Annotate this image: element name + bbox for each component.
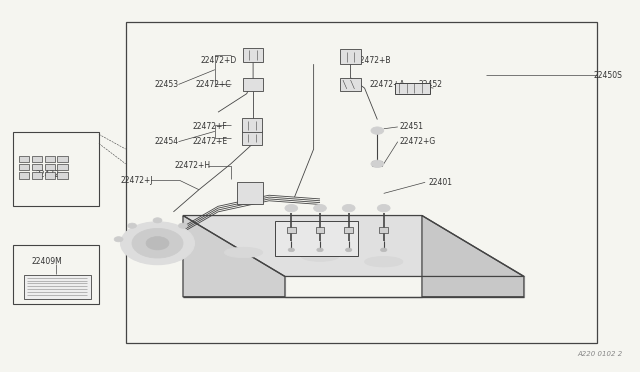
Text: 22454: 22454 [154,137,179,146]
Bar [242,118,262,132]
Bar [287,227,296,233]
Circle shape [314,205,326,212]
Bar [19,164,29,170]
Bar [243,48,263,62]
Bar [340,78,361,91]
Bar [237,182,262,205]
Bar [24,275,91,299]
Bar [32,156,42,162]
Text: 22453: 22453 [154,80,179,89]
Bar [32,172,42,179]
Ellipse shape [225,247,262,258]
Bar [32,164,42,170]
Text: 22472+B: 22472+B [355,56,390,65]
Bar [275,221,358,256]
Bar [380,227,388,233]
Ellipse shape [365,257,403,267]
Text: 22472+G: 22472+G [399,137,436,146]
Bar [13,132,99,206]
Text: 22472+H: 22472+H [174,161,211,170]
Bar [344,227,353,233]
Polygon shape [183,215,285,297]
Bar [58,164,68,170]
Text: 22401: 22401 [428,178,452,187]
Bar [58,172,68,179]
Text: 22450S: 22450S [594,71,623,80]
Text: 22472+C: 22472+C [195,80,231,89]
Polygon shape [422,215,524,297]
Ellipse shape [301,251,339,261]
Circle shape [114,237,123,242]
Circle shape [127,223,136,228]
Text: 22409M: 22409M [32,257,63,266]
Circle shape [371,127,384,134]
Text: 22472+J: 22472+J [120,176,153,185]
Circle shape [120,222,195,264]
Text: 22472: 22472 [35,170,60,179]
Bar [45,156,55,162]
Bar [13,245,99,304]
Circle shape [381,248,387,252]
Polygon shape [183,215,524,276]
Circle shape [285,205,298,212]
Bar [242,131,262,145]
Text: 22472+F: 22472+F [193,122,228,131]
Text: A220 0102 2: A220 0102 2 [577,350,623,357]
Text: 22472+E: 22472+E [193,137,228,146]
Text: 22452: 22452 [419,80,443,89]
Circle shape [132,228,183,258]
Bar [340,49,361,64]
Circle shape [153,218,162,223]
Circle shape [317,248,323,252]
Bar [58,156,68,162]
Circle shape [346,248,352,252]
Bar [243,78,263,91]
Text: 22472+A: 22472+A [370,80,405,89]
Bar [316,227,324,233]
Circle shape [288,248,294,252]
Bar [372,161,383,166]
Bar [125,22,597,343]
Bar [395,83,430,94]
Bar [19,172,29,179]
Text: 22451: 22451 [399,122,424,131]
Circle shape [371,160,384,167]
Circle shape [342,205,355,212]
Text: 22472+D: 22472+D [201,56,237,65]
Circle shape [378,205,390,212]
Bar [45,164,55,170]
Bar [19,156,29,162]
Circle shape [146,237,169,250]
Circle shape [179,223,188,228]
Bar [45,172,55,179]
